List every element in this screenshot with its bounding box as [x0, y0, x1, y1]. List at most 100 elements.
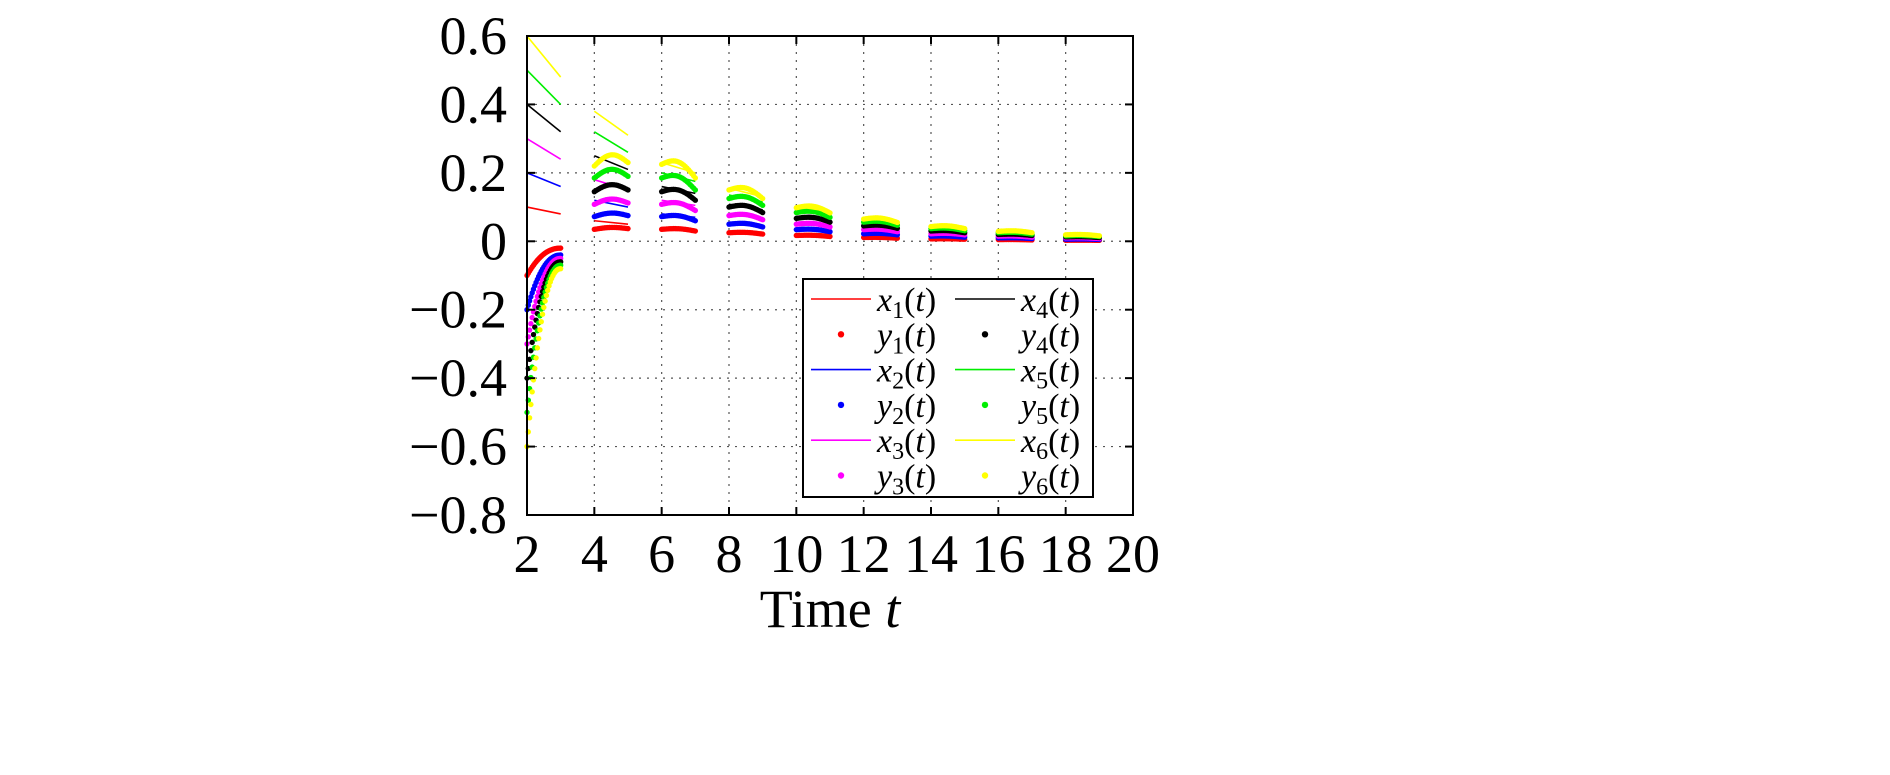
series-point [541, 304, 547, 311]
series-point [533, 355, 539, 361]
series-point [759, 224, 766, 230]
series-point [827, 229, 833, 235]
series-line [526, 172, 561, 188]
series-line [593, 131, 629, 154]
series-point [529, 339, 535, 346]
series-point [759, 202, 766, 209]
x-axis-label-text: Time [760, 579, 872, 639]
x-tick-label: 6 [648, 524, 675, 584]
legend-swatch-dot [837, 401, 845, 409]
series-point [534, 293, 541, 300]
x-tick-label: 12 [837, 524, 891, 584]
series-point [1029, 230, 1035, 236]
series-point [827, 224, 833, 230]
legend-label: y5(t) [1018, 388, 1080, 430]
series-point [545, 287, 551, 294]
y-tick-label: 0.2 [440, 143, 508, 203]
series-point [759, 231, 766, 237]
series-point [625, 173, 631, 179]
series-point [543, 292, 550, 299]
series-point [529, 314, 535, 321]
series-point [535, 335, 542, 342]
series-layer [524, 35, 1103, 450]
series-point [692, 228, 699, 234]
series-point [534, 345, 541, 351]
series-point [827, 233, 833, 240]
series-point [557, 265, 564, 272]
legend-label: x1(t) [876, 282, 936, 324]
y-tick-label: −0.4 [409, 348, 507, 408]
series-point [625, 212, 631, 219]
series-point [894, 219, 901, 226]
series-line [526, 206, 561, 215]
series-point [528, 347, 534, 354]
series-point [827, 210, 833, 216]
series-point [692, 175, 699, 181]
series-point [625, 159, 631, 166]
legend-swatch-dot [837, 331, 845, 338]
series-point [625, 225, 631, 232]
legend-swatch-dot [837, 472, 845, 479]
x-tick-label: 18 [1039, 524, 1093, 584]
x-tick-label: 20 [1106, 524, 1160, 584]
legend-label: y3(t) [874, 459, 936, 501]
legend-label: x3(t) [876, 423, 936, 465]
legend-label: y2(t) [874, 388, 936, 430]
series-point [538, 319, 544, 325]
y-tick-label: 0.4 [440, 74, 508, 134]
series-point [537, 327, 543, 333]
series-y6t [524, 152, 1103, 450]
y-tick-label: −0.6 [409, 417, 507, 477]
series-point [759, 217, 766, 223]
plot-frame [526, 35, 1134, 516]
series-point [557, 245, 564, 251]
series-point [526, 327, 533, 333]
y-tick-label: −0.8 [409, 485, 507, 545]
x-axis-label: Time t [760, 579, 903, 639]
x-tick-label: 16 [971, 524, 1025, 584]
y-tick-label: −0.2 [409, 280, 507, 340]
series-point [692, 187, 699, 193]
tick-labels: 2 4 6 8 10 12 14 16 18 20 −0.8 −0.6 −0.4 −0.2 0 0.2 0.4 0… [409, 6, 1160, 584]
series-point [692, 197, 699, 203]
legend-label: y4(t) [1018, 317, 1080, 359]
series-point [692, 218, 699, 224]
legend-swatch-dot [981, 472, 989, 479]
series-point [1096, 233, 1103, 239]
x-axis-label-var: t [885, 579, 902, 639]
series-point [539, 311, 546, 317]
series-line [526, 35, 562, 78]
series-point [827, 214, 833, 221]
series-line [594, 219, 629, 225]
legend-label: y1(t) [874, 317, 936, 359]
x-tick-label: 10 [769, 524, 823, 584]
legend-label: y6(t) [1018, 459, 1080, 501]
series-point [759, 209, 766, 216]
series-point [535, 289, 542, 295]
legend-label: x5(t) [1020, 353, 1080, 395]
legend-swatch-dot [981, 401, 989, 409]
x-tick-label: 8 [716, 524, 743, 584]
series-point [532, 365, 538, 372]
legend: x1(t) x4(t) y1(t) y4(t) x2(t) x5(t) y2(t) y5(t)… [802, 278, 1094, 501]
legend-label: x2(t) [876, 353, 936, 395]
legend-label: x6(t) [1020, 423, 1080, 465]
legend-label: x4(t) [1020, 282, 1080, 324]
series-point [530, 331, 537, 338]
series-point [529, 389, 535, 395]
y-tick-label: 0 [480, 211, 507, 271]
series-point [625, 200, 631, 206]
series-point [827, 219, 833, 225]
x-tick-label: 2 [514, 524, 541, 584]
series-point [759, 195, 766, 202]
series-line [593, 110, 629, 136]
y-tick-label: 0.6 [440, 6, 508, 66]
series-line [526, 137, 562, 160]
series-point [625, 187, 631, 193]
series-point [961, 225, 968, 232]
series-line [526, 103, 562, 133]
series-point [526, 415, 533, 421]
series-point [692, 207, 699, 214]
series-point [542, 298, 548, 304]
